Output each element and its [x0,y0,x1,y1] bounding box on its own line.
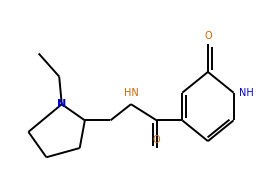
Text: N: N [57,99,66,109]
Text: NH: NH [239,88,253,98]
Text: O: O [153,135,160,145]
Text: HN: HN [124,89,138,98]
Text: O: O [204,31,212,41]
